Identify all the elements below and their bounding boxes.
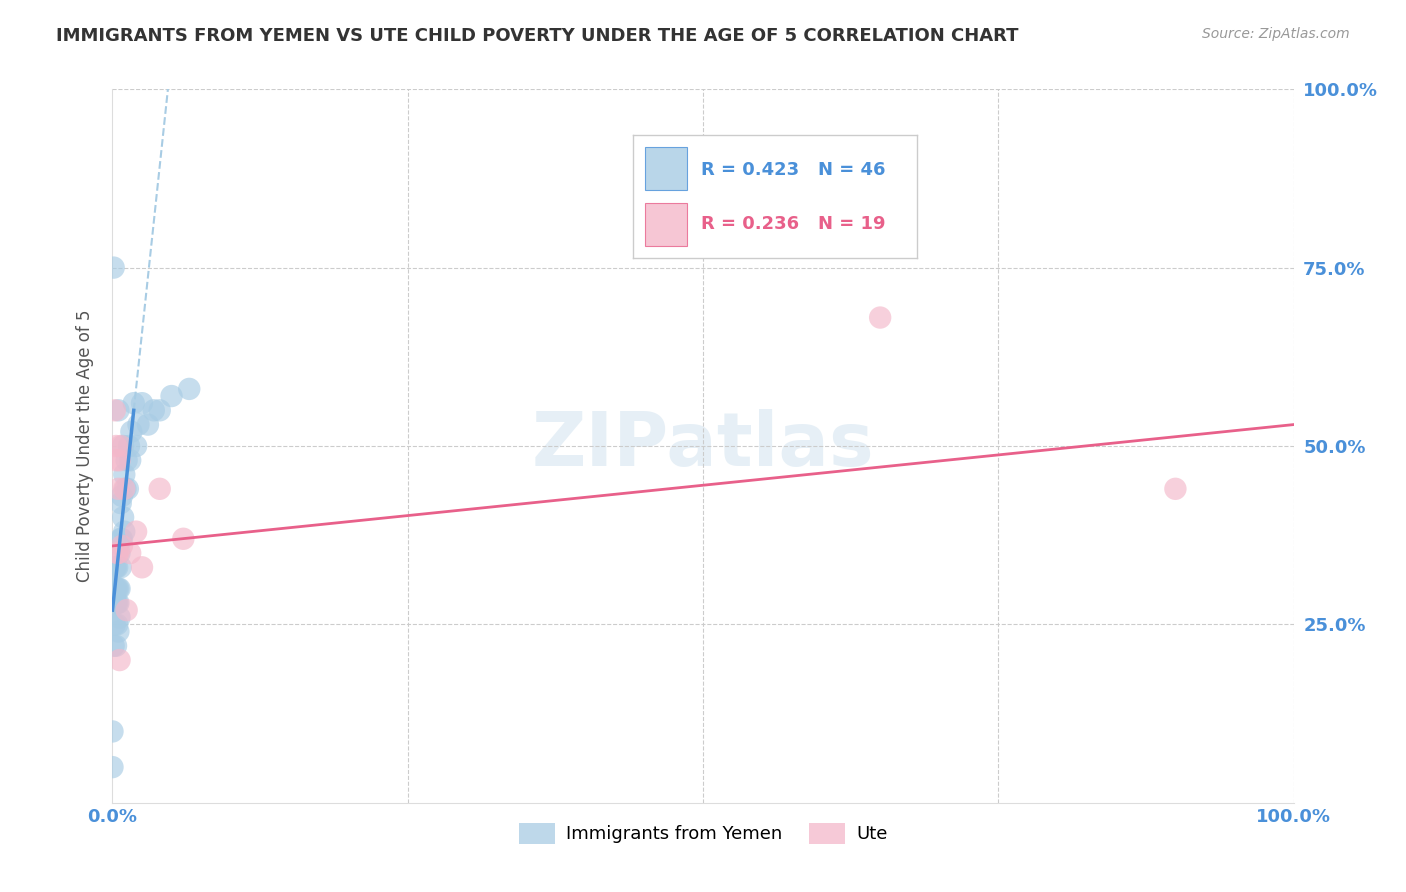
Legend: Immigrants from Yemen, Ute: Immigrants from Yemen, Ute <box>512 815 894 851</box>
Point <box>107 403 129 417</box>
Text: N = 46: N = 46 <box>817 161 884 178</box>
Text: ZIPatlas: ZIPatlas <box>531 409 875 483</box>
Point <box>101 760 124 774</box>
Point <box>869 310 891 325</box>
Point <box>131 560 153 574</box>
Point <box>105 439 128 453</box>
Point <box>105 453 128 467</box>
Point <box>149 482 172 496</box>
Point <box>107 596 129 610</box>
Point <box>160 389 183 403</box>
Point <box>1164 482 1187 496</box>
Text: N = 19: N = 19 <box>817 215 884 233</box>
Point <box>149 403 172 417</box>
Point <box>105 582 128 596</box>
Point <box>105 546 128 560</box>
Point <box>112 510 135 524</box>
Point <box>118 439 141 453</box>
Point <box>117 482 139 496</box>
Point <box>142 403 165 417</box>
Point <box>108 453 131 467</box>
Point <box>107 546 129 560</box>
Point <box>112 482 135 496</box>
Point <box>105 596 128 610</box>
Point <box>101 724 124 739</box>
Point <box>110 439 132 453</box>
Point <box>108 546 131 560</box>
Point <box>105 582 128 596</box>
Point <box>103 260 125 275</box>
Point <box>125 439 148 453</box>
Point <box>172 532 194 546</box>
Text: Source: ZipAtlas.com: Source: ZipAtlas.com <box>1202 27 1350 41</box>
Point <box>136 417 159 432</box>
Text: R = 0.423: R = 0.423 <box>702 161 800 178</box>
Point <box>105 596 128 610</box>
Point <box>127 417 149 432</box>
Point <box>120 546 142 560</box>
Point <box>111 489 134 503</box>
Point <box>104 617 127 632</box>
Point <box>108 610 131 624</box>
Point <box>111 539 134 553</box>
Point <box>110 560 132 574</box>
Point <box>112 439 135 453</box>
Text: IMMIGRANTS FROM YEMEN VS UTE CHILD POVERTY UNDER THE AGE OF 5 CORRELATION CHART: IMMIGRANTS FROM YEMEN VS UTE CHILD POVER… <box>56 27 1019 45</box>
Point <box>120 453 142 467</box>
Point <box>111 532 134 546</box>
FancyBboxPatch shape <box>645 202 688 246</box>
Point <box>112 524 135 539</box>
Point <box>120 425 142 439</box>
Point <box>179 382 201 396</box>
Point <box>114 482 136 496</box>
Point <box>112 467 135 482</box>
Point <box>110 532 132 546</box>
Point <box>107 482 129 496</box>
Point <box>105 560 128 574</box>
Point <box>104 403 127 417</box>
Point <box>115 453 138 467</box>
Point <box>107 624 129 639</box>
FancyBboxPatch shape <box>645 147 688 190</box>
Point <box>104 560 127 574</box>
Y-axis label: Child Poverty Under the Age of 5: Child Poverty Under the Age of 5 <box>76 310 94 582</box>
Point <box>103 639 125 653</box>
Point <box>115 603 138 617</box>
Point <box>122 396 145 410</box>
Point <box>108 653 131 667</box>
Point <box>104 582 127 596</box>
Point <box>105 617 128 632</box>
Text: R = 0.236: R = 0.236 <box>702 215 800 233</box>
Point <box>107 582 129 596</box>
Point <box>105 560 128 574</box>
Point <box>108 582 131 596</box>
Point <box>125 524 148 539</box>
Point <box>131 396 153 410</box>
Point <box>105 639 128 653</box>
Point <box>110 496 132 510</box>
